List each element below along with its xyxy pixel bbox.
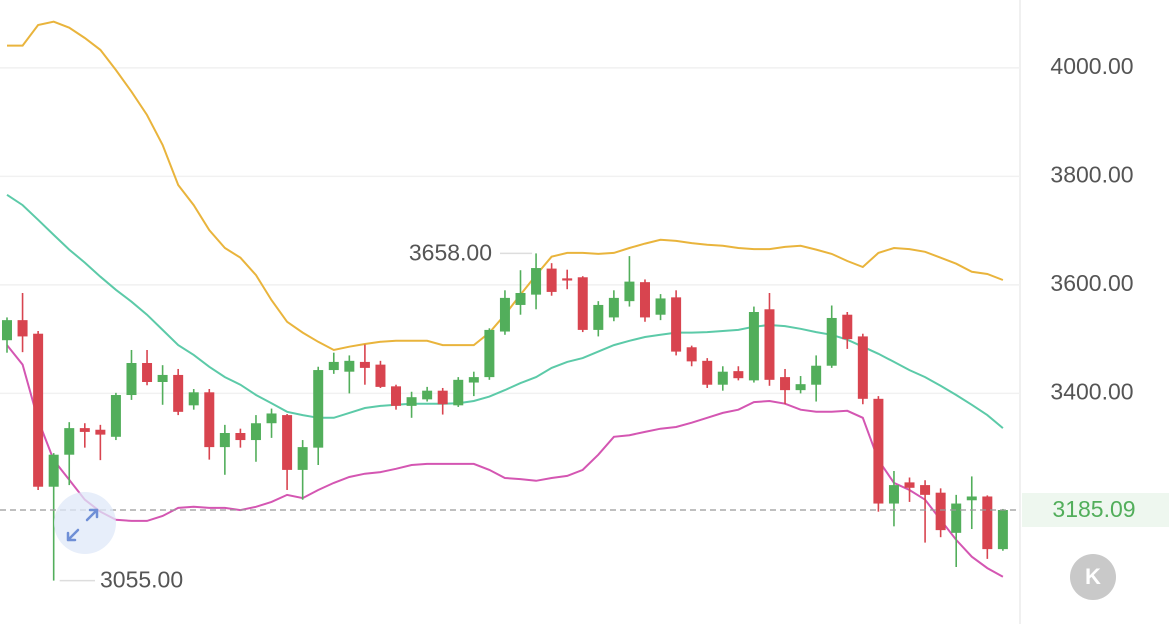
candle-body xyxy=(453,379,464,406)
candle-body xyxy=(313,370,324,448)
kline-button[interactable]: K xyxy=(1070,554,1116,600)
candle-body xyxy=(142,363,153,382)
candle-body xyxy=(795,384,806,391)
candle-body xyxy=(748,312,759,381)
candle-body xyxy=(157,374,168,382)
candle-body xyxy=(671,297,682,352)
x-tick-label: 11-10 20:00 xyxy=(896,619,1017,624)
candle-body xyxy=(593,304,604,330)
y-tick-label: 3800.00 xyxy=(1050,161,1133,187)
candle-body xyxy=(250,423,261,441)
candle-body xyxy=(468,377,479,383)
candle-body xyxy=(842,314,853,340)
candle-body xyxy=(873,398,884,504)
candle-body xyxy=(173,374,184,412)
candle-body xyxy=(33,333,44,487)
candle-body xyxy=(204,392,215,448)
candle-body xyxy=(951,503,962,533)
candle-body xyxy=(562,278,573,281)
candle-body xyxy=(966,496,977,501)
candle-body xyxy=(219,433,230,448)
band-line xyxy=(6,193,1004,429)
candle-body xyxy=(437,390,448,405)
candle-body xyxy=(686,347,697,362)
band-line xyxy=(6,344,1004,578)
candle-body xyxy=(297,447,308,470)
candle-body xyxy=(733,371,744,379)
candle-body xyxy=(391,386,402,406)
candle-body xyxy=(639,282,650,318)
annotations: 3658.00 3055.00 3185.09 xyxy=(0,239,1169,593)
candle-body xyxy=(266,413,277,424)
last-price-label: 3185.09 xyxy=(1052,496,1135,522)
candle-body xyxy=(888,485,899,504)
kline-button-label: K xyxy=(1085,564,1101,589)
candle-body xyxy=(997,510,1008,550)
candle-body xyxy=(655,298,666,315)
candle-body xyxy=(717,371,728,385)
candle-body xyxy=(904,482,915,488)
candle-body xyxy=(764,309,775,380)
candle-body xyxy=(282,415,293,470)
grid xyxy=(0,67,1020,395)
candle-body xyxy=(577,277,588,330)
high-label: 3658.00 xyxy=(409,239,492,265)
candle-body xyxy=(982,496,993,550)
candle-body xyxy=(780,377,791,391)
candle-body xyxy=(344,360,355,372)
candle-body xyxy=(531,268,542,295)
y-tick-label: 3600.00 xyxy=(1050,270,1133,296)
candle-body xyxy=(515,293,526,305)
low-label: 3055.00 xyxy=(100,567,183,593)
candle-body xyxy=(608,297,619,318)
candle-body xyxy=(422,390,433,400)
y-tick-label: 4000.00 xyxy=(1050,53,1133,79)
zoom-icon-bg xyxy=(54,492,116,554)
candle-body xyxy=(17,320,28,337)
candle-body xyxy=(2,320,13,341)
candle-body xyxy=(546,268,557,292)
x-tick-label: 11-08 20:00 xyxy=(149,619,270,624)
x-tick-label: 11-10 04:00 xyxy=(647,619,768,624)
candle-body xyxy=(826,317,837,366)
candle-body xyxy=(110,395,121,437)
candles xyxy=(2,253,1008,581)
candle-body xyxy=(935,492,946,531)
candle-body xyxy=(328,361,339,371)
candle-body xyxy=(484,329,495,378)
candle-body xyxy=(920,485,931,495)
candle-body xyxy=(857,336,868,399)
y-tick-label: 3400.00 xyxy=(1050,378,1133,404)
candle-body xyxy=(188,392,199,406)
kline-button-bg xyxy=(1070,554,1116,600)
candle-body xyxy=(375,364,386,387)
candle-body xyxy=(48,454,59,487)
candle-body xyxy=(624,281,635,302)
candle-body xyxy=(499,297,510,332)
candle-body xyxy=(79,428,90,432)
last-price-box xyxy=(1022,493,1169,528)
candle-body xyxy=(64,428,75,455)
candle-body xyxy=(811,365,822,385)
candle-body xyxy=(702,360,713,385)
zoom-icon-arrows xyxy=(66,508,99,542)
candle-body xyxy=(406,397,417,406)
candle-body xyxy=(126,363,137,396)
axis-panel xyxy=(1022,0,1169,624)
candle-body xyxy=(95,429,106,435)
zoom-icon[interactable] xyxy=(54,492,116,554)
candle-body xyxy=(235,433,246,441)
candle-body xyxy=(359,361,370,368)
x-tick-label: 11-09 12:00 xyxy=(398,619,519,624)
